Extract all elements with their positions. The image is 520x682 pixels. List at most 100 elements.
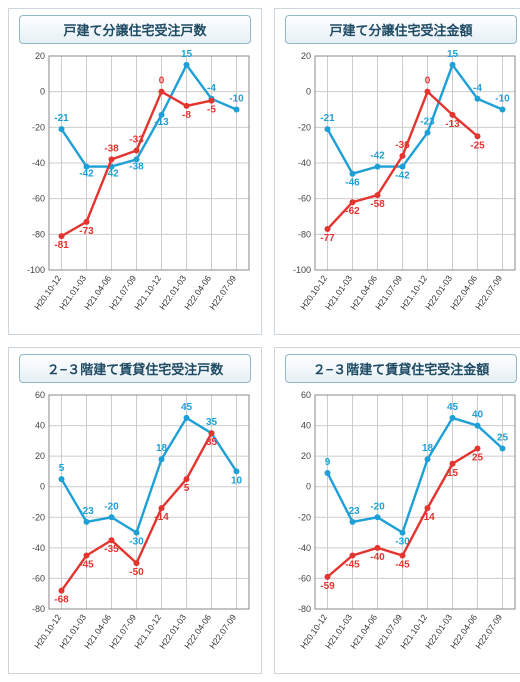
- y-tick-label: 20: [301, 51, 311, 61]
- data-label: -50: [129, 567, 144, 578]
- chart-title: ２−３階建て賃貸住宅受注金額: [285, 354, 517, 383]
- data-marker: [209, 430, 215, 436]
- data-label: -23: [420, 117, 435, 128]
- data-label: 10: [231, 475, 243, 486]
- y-tick-label: -40: [32, 158, 45, 168]
- data-label: -45: [395, 560, 410, 571]
- data-label: -33: [129, 135, 144, 146]
- data-marker: [159, 89, 165, 95]
- y-tick-label: -60: [32, 573, 45, 583]
- data-marker: [109, 156, 115, 162]
- y-tick-label: 40: [301, 421, 311, 431]
- chart-title: 戸建て分譲住宅受注金額: [285, 15, 517, 44]
- data-label: -21: [54, 113, 69, 124]
- data-label: 18: [422, 443, 434, 454]
- chart-svg: -80-60-40-200204060H20.10-12H21.01-03H21…: [281, 387, 520, 667]
- data-marker: [234, 468, 240, 474]
- data-label: -68: [54, 595, 69, 606]
- data-label: -38: [104, 143, 119, 154]
- data-label: 9: [325, 457, 331, 468]
- y-tick-label: -20: [32, 512, 45, 522]
- data-marker: [59, 476, 65, 482]
- data-label: -23: [79, 506, 94, 517]
- data-marker: [500, 446, 506, 452]
- data-label: -13: [445, 119, 460, 130]
- data-marker: [375, 192, 381, 198]
- y-tick-label: -20: [298, 122, 311, 132]
- data-label: 45: [447, 402, 459, 413]
- plot-area: -80-60-40-200204060H20.10-12H21.01-03H21…: [9, 387, 261, 673]
- data-label: -40: [370, 552, 385, 563]
- series-line: [62, 65, 237, 167]
- data-marker: [450, 112, 456, 118]
- data-label: -42: [395, 171, 410, 182]
- y-tick-label: 20: [35, 451, 45, 461]
- data-label: -10: [229, 94, 244, 105]
- y-tick-label: 0: [40, 482, 45, 492]
- data-label: 15: [181, 49, 193, 60]
- data-label: 35: [206, 417, 218, 428]
- data-label: -14: [420, 512, 435, 523]
- y-tick-label: -80: [32, 229, 45, 239]
- data-marker: [350, 519, 356, 525]
- chart-panel: 戸建て分譲住宅受注戸数-100-80-60-40-20020H20.10-12H…: [8, 8, 262, 335]
- data-marker: [325, 574, 331, 580]
- data-marker: [475, 423, 481, 429]
- data-label: -5: [207, 105, 216, 116]
- data-marker: [475, 96, 481, 102]
- y-tick-label: 20: [301, 451, 311, 461]
- data-label: -36: [395, 140, 410, 151]
- data-label: 15: [447, 468, 459, 479]
- data-marker: [400, 553, 406, 559]
- data-marker: [425, 456, 431, 462]
- data-marker: [400, 164, 406, 170]
- data-marker: [184, 103, 190, 109]
- data-marker: [159, 456, 165, 462]
- data-label: -4: [473, 83, 482, 94]
- data-marker: [84, 519, 90, 525]
- plot-area: -80-60-40-200204060H20.10-12H21.01-03H21…: [275, 387, 520, 673]
- chart-title: ２−３階建て賃貸住宅受注戸数: [19, 354, 251, 383]
- data-label: -62: [345, 206, 360, 217]
- data-marker: [500, 107, 506, 113]
- chart-panel: 戸建て分譲住宅受注金額-100-80-60-40-20020H20.10-12H…: [274, 8, 520, 335]
- data-marker: [425, 89, 431, 95]
- data-marker: [59, 233, 65, 239]
- data-label: 15: [447, 49, 459, 60]
- data-label: 35: [206, 437, 218, 448]
- data-label: -21: [320, 113, 335, 124]
- data-marker: [425, 130, 431, 136]
- data-marker: [184, 476, 190, 482]
- data-label: -4: [207, 83, 216, 94]
- data-label: -42: [370, 151, 385, 162]
- y-tick-label: 0: [40, 87, 45, 97]
- chart-svg: -100-80-60-40-20020H20.10-12H21.01-03H21…: [15, 48, 255, 328]
- data-label: -10: [495, 94, 510, 105]
- y-tick-label: -80: [298, 604, 311, 614]
- data-label: 45: [181, 402, 193, 413]
- y-tick-label: -40: [298, 158, 311, 168]
- data-label: 25: [497, 433, 509, 444]
- data-label: 0: [425, 76, 431, 87]
- y-tick-label: 20: [35, 51, 45, 61]
- data-label: 40: [472, 410, 484, 421]
- y-tick-label: 0: [306, 482, 311, 492]
- charts-grid: 戸建て分譲住宅受注戸数-100-80-60-40-20020H20.10-12H…: [8, 8, 512, 674]
- data-marker: [234, 107, 240, 113]
- chart-panel: ２−３階建て賃貸住宅受注金額-80-60-40-200204060H20.10-…: [274, 347, 520, 674]
- data-label: -81: [54, 240, 69, 251]
- data-label: -20: [104, 501, 119, 512]
- data-marker: [375, 514, 381, 520]
- data-marker: [350, 171, 356, 177]
- y-tick-label: 40: [35, 421, 45, 431]
- data-label: -14: [154, 512, 169, 523]
- data-marker: [134, 530, 140, 536]
- y-tick-label: -60: [32, 194, 45, 204]
- series-line: [328, 65, 503, 174]
- plot-area: -100-80-60-40-20020H20.10-12H21.01-03H21…: [275, 48, 520, 334]
- data-label: -38: [129, 161, 144, 172]
- data-label: -46: [345, 178, 360, 189]
- y-tick-label: -20: [32, 122, 45, 132]
- data-marker: [400, 530, 406, 536]
- data-marker: [325, 126, 331, 132]
